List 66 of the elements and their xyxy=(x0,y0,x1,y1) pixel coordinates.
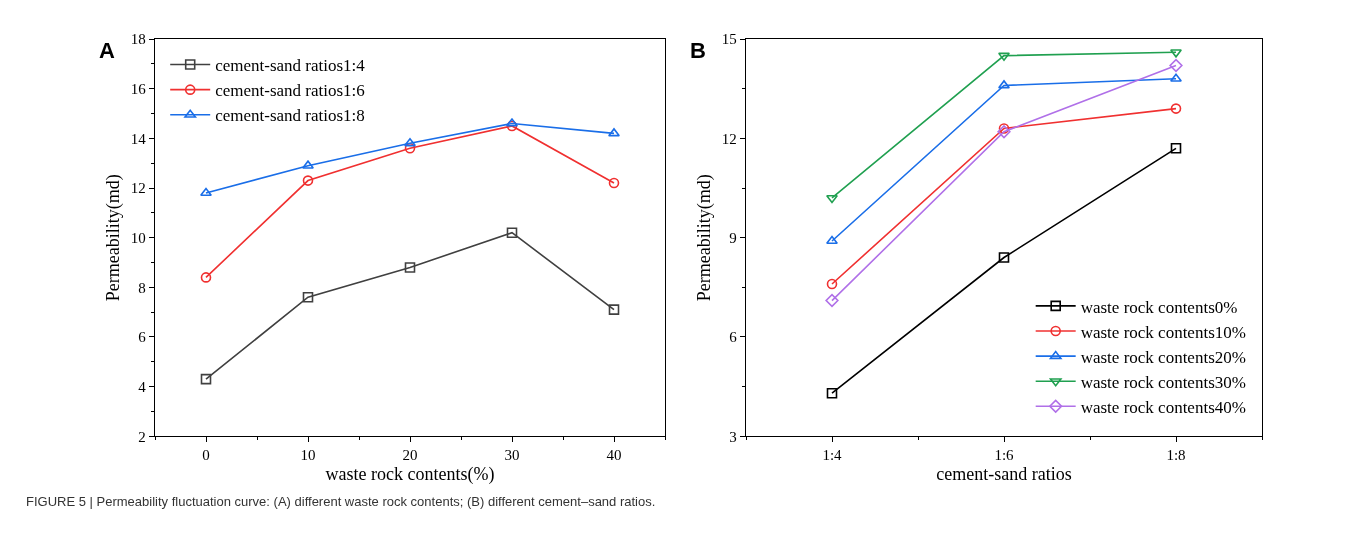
y-axis-title: Permeability(md) xyxy=(103,174,125,302)
y-tick-label: 4 xyxy=(138,378,147,395)
point xyxy=(1170,49,1182,58)
x-tick-label: 40 xyxy=(606,447,622,464)
x-axis-title: cement-sand ratios xyxy=(936,463,1072,484)
point xyxy=(302,291,314,303)
caption: FIGURE 5 | Permeability fluctuation curve: (A) different waste rock contents; (B) different cement–sand ratios. xyxy=(26,494,656,509)
x-tick-label: 1:4 xyxy=(822,447,843,464)
point xyxy=(826,235,838,245)
legend-label: waste rock contents0% xyxy=(1080,297,1238,317)
text: B xyxy=(690,38,706,63)
point xyxy=(404,138,416,147)
x-axis-title: waste rock contents(%) xyxy=(325,463,495,485)
x-tick-label: 1:8 xyxy=(1166,447,1186,464)
legend-label: waste rock contents10% xyxy=(1080,322,1246,342)
point xyxy=(997,125,1011,139)
y-tick-label: 14 xyxy=(130,130,147,147)
legend-label: cement-sand ratios1:6 xyxy=(215,81,365,101)
y-tick-label: 9 xyxy=(729,229,737,246)
x-tick-label: 10 xyxy=(300,447,316,464)
point xyxy=(200,187,212,197)
point xyxy=(998,80,1010,89)
point xyxy=(608,177,620,189)
point xyxy=(404,143,416,154)
point xyxy=(302,175,314,186)
point xyxy=(608,128,620,137)
point xyxy=(506,118,518,127)
point xyxy=(998,252,1010,263)
y-tick-label: 15 xyxy=(721,31,737,48)
y-tick-label: 12 xyxy=(130,180,146,197)
x-tick-label: 1:6 xyxy=(994,447,1015,464)
y-tick-label: 6 xyxy=(729,329,738,346)
y-tick-label: 8 xyxy=(138,279,146,296)
point xyxy=(1170,73,1182,82)
y-tick-label: 2 xyxy=(138,428,146,445)
y-tick-label: 16 xyxy=(130,80,147,97)
point xyxy=(825,293,839,308)
point xyxy=(200,373,212,385)
point xyxy=(826,194,838,204)
x-tick-label: 0 xyxy=(202,447,210,464)
point xyxy=(506,227,518,239)
y-tick-label: 6 xyxy=(138,329,147,346)
point xyxy=(826,387,838,399)
legend-label: waste rock contents40% xyxy=(1080,397,1246,417)
x-tick-label: 30 xyxy=(504,447,520,464)
y-tick-label: 12 xyxy=(721,130,737,147)
x-tick-label: 20 xyxy=(402,447,418,464)
point xyxy=(608,304,620,315)
legend-label: waste rock contents20% xyxy=(1080,347,1246,367)
point xyxy=(1170,143,1182,154)
y-tick-label: 18 xyxy=(130,31,146,48)
text: A xyxy=(99,38,115,63)
point xyxy=(302,160,314,169)
y-axis-title: Permeability(md) xyxy=(694,174,716,302)
point xyxy=(998,123,1010,134)
point xyxy=(404,262,416,273)
legend-label: cement-sand ratios1:8 xyxy=(215,106,365,126)
legend-label: waste rock contents30% xyxy=(1080,372,1246,392)
point xyxy=(1170,103,1182,114)
point xyxy=(200,272,212,283)
point xyxy=(1169,58,1183,73)
point xyxy=(998,52,1010,61)
y-tick-label: 3 xyxy=(729,428,737,445)
y-tick-label: 10 xyxy=(130,229,146,246)
legend-label: cement-sand ratios1:4 xyxy=(215,56,366,76)
point xyxy=(826,278,838,290)
